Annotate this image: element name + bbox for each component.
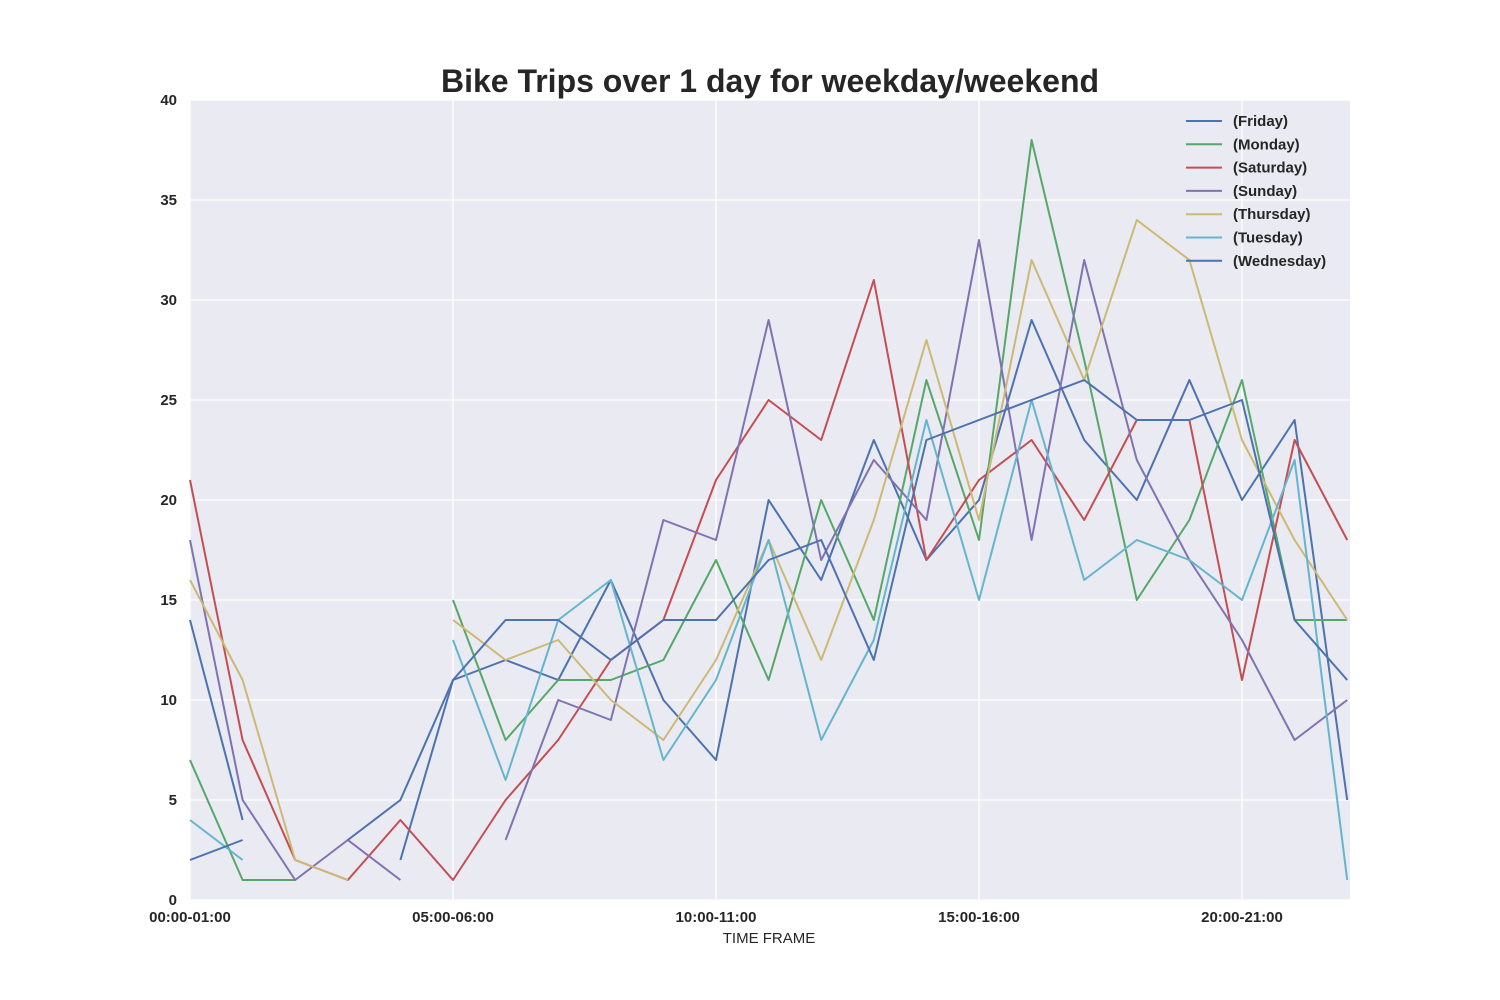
x-tick-label: 15:00-16:00 <box>938 909 1020 926</box>
y-tick-label: 25 <box>160 392 177 409</box>
y-tick-label: 10 <box>160 692 177 709</box>
legend-label: (Saturday) <box>1233 160 1307 177</box>
series-segment <box>504 239 1348 841</box>
y-tick-label: 15 <box>160 592 177 609</box>
x-tick-labels: 00:00-01:00 05:00-06:00 10:00-11:00 15:00-1… <box>149 909 1283 926</box>
legend-label: (Thursday) <box>1233 206 1311 223</box>
legend-label: (Friday) <box>1233 113 1288 130</box>
y-tick-label: 35 <box>160 192 177 209</box>
series-segment <box>452 139 1348 741</box>
legend-label: (Wednesday) <box>1233 253 1326 270</box>
y-tick-label: 0 <box>169 892 177 909</box>
legend-label: (Monday) <box>1233 136 1300 153</box>
series-segment <box>189 839 243 861</box>
series-segment <box>347 379 1348 841</box>
series-segment <box>189 539 402 881</box>
x-axis-label: TIME FRAME <box>723 930 816 947</box>
y-tick-labels: 0 5 10 15 20 25 30 35 40 <box>160 92 177 909</box>
chart-title: Bike Trips over 1 day for weekday/weeken… <box>441 63 1099 99</box>
legend-label: (Sunday) <box>1233 183 1297 200</box>
series-layer <box>189 139 1349 881</box>
series-line <box>189 399 1349 881</box>
series-line <box>189 239 1348 881</box>
y-tick-label: 30 <box>160 292 177 309</box>
series-line <box>189 139 1348 881</box>
x-tick-label: 10:00-11:00 <box>676 909 757 926</box>
y-tick-label: 5 <box>169 792 177 809</box>
series-segment <box>452 219 1349 741</box>
series-segment <box>189 759 296 881</box>
series-line <box>189 379 1348 861</box>
series-line <box>189 219 1349 881</box>
y-tick-label: 20 <box>160 492 177 509</box>
series-segment <box>189 579 349 881</box>
series-segment <box>452 399 1349 881</box>
legend: (Friday) (Monday) (Saturday) (Sunday) (Thurs… <box>1186 113 1326 270</box>
series-segment <box>189 619 244 821</box>
series-segment <box>189 819 244 861</box>
legend-label: (Tuesday) <box>1233 230 1303 247</box>
x-tick-label: 20:00-21:00 <box>1201 909 1283 926</box>
x-tick-label: 00:00-01:00 <box>149 909 231 926</box>
x-tick-label: 05:00-06:00 <box>412 909 494 926</box>
y-tick-label: 40 <box>160 92 177 109</box>
